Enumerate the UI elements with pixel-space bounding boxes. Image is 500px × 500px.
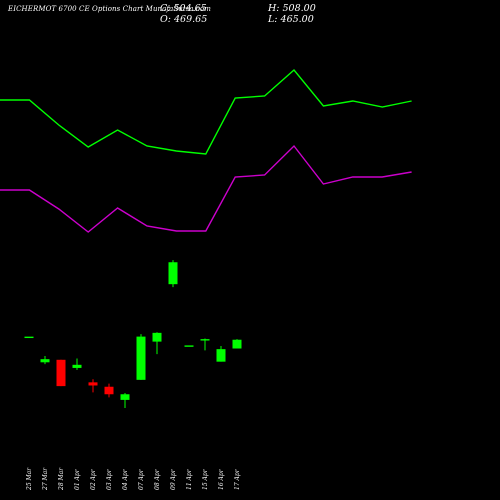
x-tick-label: 07 Apr xyxy=(138,468,145,490)
candle-body xyxy=(104,386,114,395)
x-tick-label: 01 Apr xyxy=(74,468,81,490)
candle xyxy=(40,356,50,365)
candle xyxy=(24,336,34,339)
candle-body xyxy=(72,364,82,368)
candle xyxy=(216,346,226,362)
candle-body xyxy=(56,359,66,387)
high-price-label: H: 508.00 xyxy=(268,3,316,14)
candle-body xyxy=(200,339,210,341)
x-tick-label: 02 Apr xyxy=(90,468,97,490)
x-tick-label: 11 Apr xyxy=(186,468,193,490)
candle xyxy=(56,359,66,387)
candle xyxy=(184,345,194,347)
x-tick-label: 17 Apr xyxy=(234,468,241,490)
x-tick-label: 15 Apr xyxy=(202,468,209,490)
candle-body xyxy=(168,262,178,285)
candle-body xyxy=(152,332,162,342)
candle-body xyxy=(136,336,146,380)
x-tick-label: 16 Apr xyxy=(218,468,225,490)
candle-body xyxy=(232,339,242,349)
candle xyxy=(72,358,82,370)
x-tick-label: 03 Apr xyxy=(106,468,113,490)
candle-body xyxy=(24,336,34,339)
x-tick-label: 27 Mar xyxy=(42,467,49,491)
x-axis-ticks: 25 Mar 27 Mar 28 Mar 01 Apr 02 Apr 03 Apr 04 A… xyxy=(26,467,241,491)
low-price-label: L: 465.00 xyxy=(268,14,314,25)
lower-band-line xyxy=(0,144,412,233)
candle xyxy=(136,334,146,380)
candle xyxy=(232,339,242,349)
chart-title: EICHERMOT 6700 CE Options Chart MunafaSu… xyxy=(8,5,211,13)
candle xyxy=(168,260,178,288)
x-tick-label: 25 Mar xyxy=(26,467,33,491)
indicator-bands xyxy=(0,68,412,233)
x-tick-label: 04 Apr xyxy=(122,468,129,490)
candles-layer xyxy=(24,260,242,409)
candle xyxy=(104,383,114,398)
open-price-label: O: 469.65 xyxy=(160,14,208,25)
candle xyxy=(200,338,210,351)
candle xyxy=(88,379,98,393)
upper-band-line xyxy=(0,68,412,155)
candle-body xyxy=(88,382,98,386)
candle-body xyxy=(120,394,130,400)
candle xyxy=(152,332,162,355)
x-tick-label: 08 Apr xyxy=(154,468,161,490)
close-price-label: C: 504.65 xyxy=(160,3,207,14)
candle xyxy=(120,393,130,409)
x-tick-label: 28 Mar xyxy=(58,467,65,491)
candle-body xyxy=(40,359,50,363)
x-tick-label: 09 Apr xyxy=(170,468,177,490)
candle-body xyxy=(216,349,226,362)
candle-body xyxy=(184,345,194,347)
